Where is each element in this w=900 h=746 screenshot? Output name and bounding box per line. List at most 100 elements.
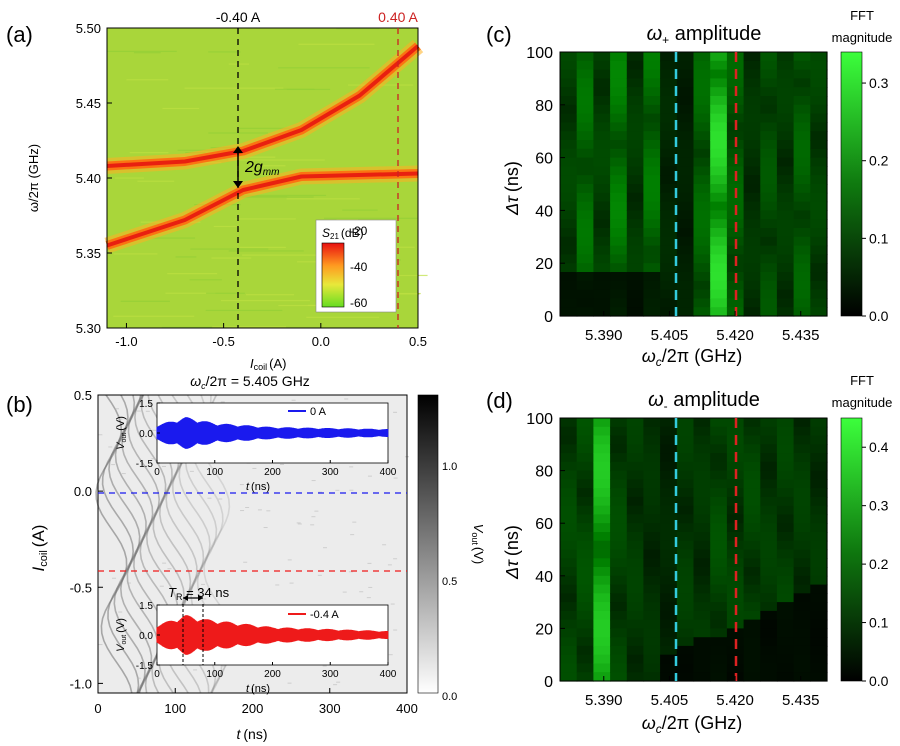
heat-cell: [676, 654, 695, 665]
heat-cell: [693, 140, 711, 150]
heat-cell: [626, 166, 645, 176]
heat-cell: [676, 69, 695, 79]
heat-cell: [660, 619, 678, 629]
panel-d-xticks: 5.390 5.405 5.420 5.435: [585, 676, 820, 709]
xtick-label: 5.405: [651, 692, 689, 709]
heat-cell: [576, 610, 594, 621]
heat-cell: [643, 184, 661, 194]
heat-cell: [776, 113, 795, 123]
heat-cell: [693, 272, 711, 282]
heat-cell: [610, 254, 628, 264]
b-speckle: [291, 399, 296, 401]
heat-cell: [610, 298, 628, 308]
heat-cell: [776, 426, 795, 437]
heat-cell: [626, 228, 645, 238]
heat-cell: [760, 104, 778, 115]
noise-streak: [208, 51, 241, 53]
heat-cell: [560, 272, 578, 282]
heat-cell: [593, 435, 611, 445]
heat-cell: [743, 166, 761, 176]
heat-cell: [810, 148, 828, 159]
b-xtick-label: 200: [242, 701, 264, 716]
heat-cell: [593, 558, 611, 568]
noise-streak: [107, 50, 177, 53]
heat-cell: [560, 496, 578, 507]
heat-cell: [760, 192, 778, 203]
heat-cell: [693, 87, 711, 97]
heat-cell: [743, 549, 761, 559]
heat-cell: [593, 619, 611, 629]
heat-cell: [793, 298, 811, 308]
heat-cell: [726, 645, 745, 656]
heat-cell: [710, 575, 728, 586]
heat-cell: [593, 69, 611, 79]
heat-cell: [676, 122, 695, 132]
ytick-label: 40: [535, 569, 553, 586]
heat-cell: [660, 645, 678, 656]
ytick-label: 60: [535, 516, 553, 533]
heat-cell: [576, 272, 594, 282]
heat-cell: [743, 236, 761, 247]
heat-cell: [810, 307, 828, 317]
heat-cell: [810, 87, 828, 97]
noise-streak: [137, 180, 175, 182]
noise-streak: [342, 209, 378, 211]
heat-cell: [676, 558, 695, 568]
heat-cell: [593, 280, 611, 291]
panel-b-inset-top: 0 A 0 100 200 300 400 1.5 0.0 -1.5 t (ns) Vout(V…: [115, 399, 397, 493]
panel-c-ylabel: Δτ(ns): [502, 161, 522, 216]
heat-cell: [776, 602, 795, 612]
heat-cell: [710, 96, 728, 106]
heat-cell: [593, 148, 611, 159]
panel-a-xticks: -1.0 -0.5 0.0 0.5: [115, 323, 427, 349]
heat-cell: [743, 52, 761, 62]
heat-cell: [643, 280, 661, 291]
heat-cell: [643, 289, 661, 299]
heat-cell: [793, 575, 811, 586]
noise-streak: [126, 79, 169, 81]
b-speckle: [350, 534, 355, 536]
heat-cell: [710, 69, 728, 79]
heat-cell: [793, 254, 811, 264]
heat-cell: [676, 131, 695, 141]
panel-a-cb-tick-1: -20: [350, 224, 368, 238]
xtick-label: 5.390: [585, 327, 623, 344]
heat-cell: [693, 602, 711, 612]
panel-c-cb-title-2: magnitude: [832, 30, 893, 45]
heat-cell: [776, 505, 795, 516]
heat-cell: [626, 505, 645, 516]
heat-cell: [643, 78, 661, 88]
heat-cell: [610, 272, 628, 282]
heat-cell: [793, 637, 811, 647]
panel-d-colorbar: [840, 417, 863, 682]
heat-cell: [576, 175, 594, 185]
heat-cell: [576, 131, 594, 141]
heat-cell: [643, 263, 661, 273]
heat-cell: [810, 140, 828, 150]
panel-a-gap-label: 2gmm: [244, 159, 279, 178]
heat-cell: [693, 461, 711, 472]
heat-cell: [793, 140, 811, 150]
heat-cell: [660, 78, 678, 88]
heat-cell: [793, 523, 811, 533]
noise-streak: [162, 107, 200, 110]
heat-cell: [560, 52, 578, 62]
heat-cell: [776, 628, 795, 638]
heat-cell: [610, 549, 628, 559]
heat-cell: [776, 166, 795, 176]
heat-cell: [793, 496, 811, 507]
heat-cell: [643, 575, 661, 586]
heat-cell: [810, 435, 828, 445]
heat-cell: [726, 628, 745, 638]
heat-cell: [660, 228, 678, 238]
heat-cell: [660, 444, 678, 454]
heat-cell: [660, 52, 678, 62]
heat-cell: [776, 619, 795, 629]
heat-cell: [776, 593, 795, 603]
heat-cell: [676, 496, 695, 507]
heat-cell: [776, 496, 795, 507]
heat-cell: [743, 610, 761, 621]
heat-cell: [693, 549, 711, 559]
heat-cell: [626, 289, 645, 299]
inset-ytick-label: -1.5: [136, 661, 154, 672]
